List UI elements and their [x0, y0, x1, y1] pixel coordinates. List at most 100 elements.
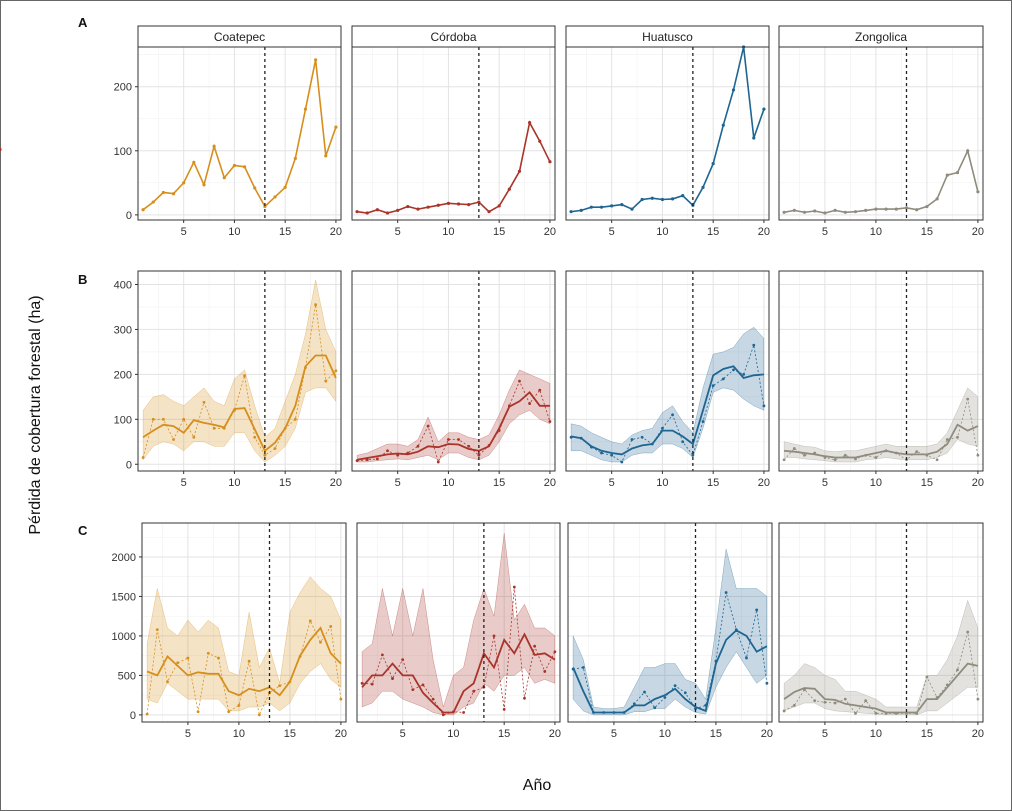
x-tick-label: 10	[659, 728, 671, 740]
data-point	[579, 208, 583, 212]
data-point	[782, 210, 786, 214]
observed-point	[543, 670, 547, 673]
panel-border	[141, 522, 347, 723]
x-tick-label: 10	[656, 477, 668, 489]
observed-point	[237, 704, 241, 707]
observed-point	[721, 377, 725, 381]
observed-point	[273, 447, 277, 450]
data-point	[681, 194, 685, 198]
series-line	[783, 148, 979, 214]
observed-point	[472, 689, 476, 693]
data-point	[904, 206, 909, 210]
observed-point	[416, 444, 420, 448]
observed-point	[196, 710, 200, 714]
x-tick-label: 10	[228, 477, 240, 489]
x-tick-label: 15	[921, 477, 933, 489]
interval-band	[570, 326, 765, 463]
x-tick-label: 20	[761, 728, 773, 740]
data-point	[365, 211, 369, 215]
fitted-line	[783, 662, 979, 714]
observed-point	[610, 453, 614, 457]
data-point	[446, 201, 451, 205]
y-tick-label: 500	[118, 670, 136, 682]
observed-point	[467, 444, 471, 448]
y-tick-label: 400	[114, 279, 132, 291]
data-point	[263, 204, 267, 209]
observed-point	[319, 640, 322, 644]
data-point	[334, 125, 338, 129]
data-point	[477, 200, 481, 204]
data-point	[467, 203, 471, 207]
x-tick-label: 5	[400, 728, 406, 740]
x-tick-label: 5	[611, 728, 617, 740]
observed-point	[329, 625, 333, 628]
observed-point	[172, 438, 175, 441]
observed-point	[375, 457, 379, 461]
fitted-line	[572, 629, 768, 714]
observed-point	[523, 696, 526, 700]
data-point	[487, 210, 491, 214]
observed-point	[653, 706, 657, 710]
x-tick-label: 20	[330, 226, 342, 238]
data-point	[802, 210, 807, 214]
observed-point	[227, 710, 231, 714]
fitted-line	[146, 626, 342, 697]
panel-title: Córdoba	[430, 30, 476, 44]
observed-point	[742, 372, 746, 376]
data-point	[355, 210, 359, 214]
observed-line	[571, 345, 765, 463]
x-tick-label: 20	[972, 226, 984, 238]
data-point	[436, 203, 440, 207]
data-point	[161, 190, 165, 195]
x-tick-label: 10	[233, 728, 245, 740]
observed-point	[182, 417, 186, 421]
data-point	[406, 204, 410, 209]
observed-point	[334, 369, 338, 373]
observed-point	[600, 451, 603, 455]
observed-point	[762, 404, 766, 408]
observed-point	[966, 630, 970, 634]
data-point	[650, 196, 654, 200]
data-point	[426, 205, 430, 209]
data-point	[823, 211, 827, 215]
observed-point	[966, 397, 970, 401]
observed-point	[724, 591, 728, 594]
observed-point	[411, 688, 415, 692]
observed-point	[477, 453, 481, 457]
observed-point	[640, 435, 644, 439]
data-point	[599, 205, 604, 209]
data-point	[640, 197, 644, 202]
data-point	[701, 185, 705, 189]
observed-point	[151, 417, 155, 421]
panel-border	[778, 270, 984, 472]
observed-point	[206, 651, 210, 655]
data-point	[721, 123, 725, 127]
panel-zongolica-c: 5 10 15 20	[778, 522, 984, 740]
observed-point	[396, 453, 400, 457]
series-line	[570, 46, 765, 213]
x-tick-label: 20	[972, 728, 984, 740]
x-tick-label: 20	[335, 728, 347, 740]
observed-point	[683, 691, 687, 695]
data-point	[192, 160, 196, 164]
observed-point	[538, 388, 542, 392]
x-tick-label: 20	[544, 477, 556, 489]
data-point	[976, 190, 980, 194]
observed-point	[553, 650, 557, 654]
fitted-line	[570, 365, 764, 456]
x-tick-label: 20	[330, 477, 342, 489]
observed-point	[792, 704, 796, 707]
y-tick-label: 1000	[112, 631, 136, 643]
observed-point	[421, 683, 425, 687]
x-axis-title: Año	[523, 777, 552, 794]
panel-border	[778, 522, 984, 723]
data-point	[222, 176, 226, 180]
data-point	[935, 197, 939, 201]
observed-point	[956, 668, 959, 672]
observed-point	[186, 656, 190, 660]
data-point	[711, 162, 715, 166]
observed-point	[308, 619, 312, 623]
observed-line	[142, 304, 337, 458]
x-tick-label: 5	[822, 226, 828, 238]
